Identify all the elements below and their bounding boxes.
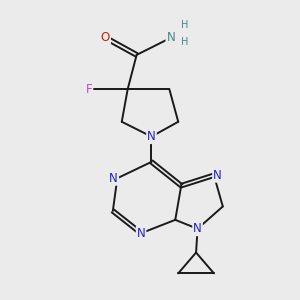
Text: F: F [86, 82, 92, 96]
Text: N: N [110, 172, 118, 185]
Text: H: H [181, 20, 188, 30]
Text: N: N [193, 222, 202, 235]
Text: N: N [167, 31, 175, 44]
Text: O: O [101, 31, 110, 44]
Text: N: N [137, 227, 146, 240]
Text: H: H [181, 37, 188, 47]
Text: N: N [147, 130, 156, 143]
Text: N: N [213, 169, 222, 182]
